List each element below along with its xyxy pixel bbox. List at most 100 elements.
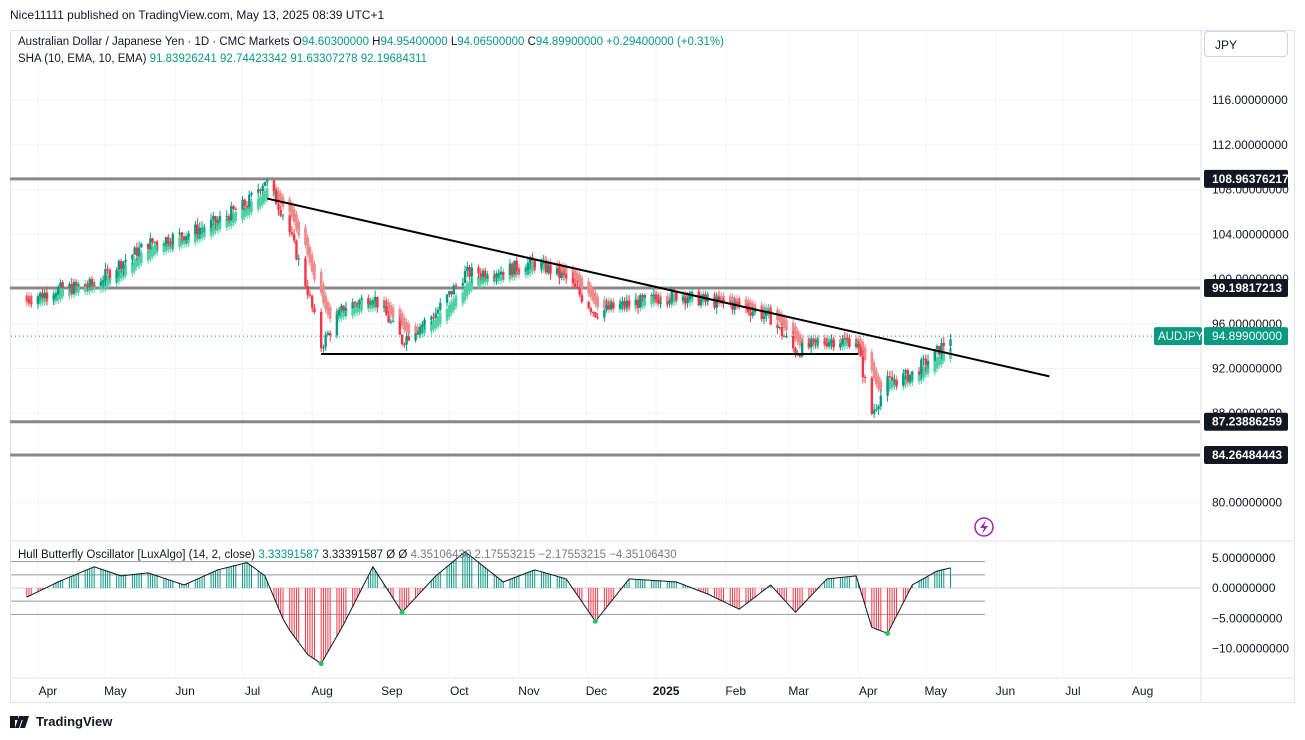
candle-body [738,303,741,306]
level-tag-label: 87.23886259 [1212,415,1282,429]
candle-body [717,296,721,301]
sha-candle [430,321,433,332]
candle-body [243,199,246,206]
candle-body [800,343,804,357]
candle-body [360,297,363,301]
sha-candle [499,271,503,281]
candle-body [371,301,375,304]
candle-body [133,247,136,255]
sha-candle [405,322,408,332]
sha-candle [391,307,395,317]
grid [10,30,1295,703]
candle-body [266,180,269,182]
candle-body [686,299,689,304]
sha-candle [259,196,262,207]
sha-candle [463,287,467,301]
candle-body [791,335,795,349]
candle-body [115,269,118,279]
sha-candle [432,320,435,330]
candle-body [234,208,237,210]
candle-body [780,326,784,337]
osc-line [26,551,951,665]
candle-body [61,282,64,288]
osc-value-2: 3.33391587 [322,549,384,561]
sha-candle [576,272,579,283]
candle-body [74,282,78,286]
sha-candle [137,255,141,266]
candle-body [715,296,718,308]
candle-body [650,295,653,297]
candle-body [448,291,451,295]
sha-candle [306,237,309,255]
sha-value-4: 92.19684311 [360,53,428,65]
candle-body [917,371,921,375]
candle-body [823,341,826,344]
time-tick-label: Feb [725,684,746,698]
time-tick-label: 2025 [653,684,680,698]
candle-body [25,299,28,301]
sha-candle [436,316,440,327]
lightning-icon[interactable] [974,517,994,537]
candle-body [890,377,894,381]
sha-candle [149,248,152,260]
candle-body [558,268,561,278]
sha-candle [225,218,229,228]
price-tick-label: 92.00000000 [1212,362,1282,376]
footer-brand[interactable]: TradingView [10,714,112,729]
sha-candle [140,252,143,264]
candle-body [753,310,757,313]
sha-value-2: 92.74423342 [220,53,288,65]
candle-body [596,316,599,318]
candle-body [747,307,750,313]
candle-body [164,237,168,245]
candle-body [612,302,615,309]
sha-candle [241,209,244,220]
candle-body [101,280,105,283]
last-price-tag-bg [1204,327,1288,346]
sha-candle [292,209,296,222]
candle-body [149,238,152,249]
sha-candle [387,302,390,313]
sha-candle [477,276,480,287]
candle-body [636,299,640,308]
candle-body [340,305,343,310]
high-value: 94.95400000 [380,36,448,48]
sha-candle [877,376,880,390]
candle-body [639,295,642,308]
high-label: H [372,36,381,48]
sha-candle [389,305,393,316]
candle-body [863,377,867,379]
candle-body [155,241,159,245]
candle-body [171,233,175,245]
candle-body [546,265,550,273]
candle-body [942,342,945,346]
candle-body [526,263,530,271]
candle-body [83,284,87,287]
candle-body [922,358,925,360]
sha-candle [119,269,123,279]
sha-candle [261,193,265,205]
candle-body [414,334,417,341]
sha-candle [414,326,417,335]
candle-body [373,297,377,302]
sha-candle [580,277,584,290]
candle-body [920,359,923,375]
sha-candle [461,292,465,304]
candle-body [499,271,503,275]
sha-candle [304,227,307,246]
candle-body [794,348,797,356]
candle-body [281,215,285,217]
candle-body [319,312,323,349]
currency-button[interactable]: JPY [1204,31,1288,57]
sha-candle [749,301,752,312]
time-tick-label: Apr [39,684,58,698]
osc-tick-label: 0.00000000 [1212,581,1276,595]
candle-body [872,409,876,414]
candle-body [641,295,644,298]
published-info: Nice11111 published on TradingView.com, … [10,8,385,22]
candle-body [308,294,312,296]
sha-candle [555,263,559,272]
candle-body [445,294,449,303]
sha-candle [445,308,449,321]
